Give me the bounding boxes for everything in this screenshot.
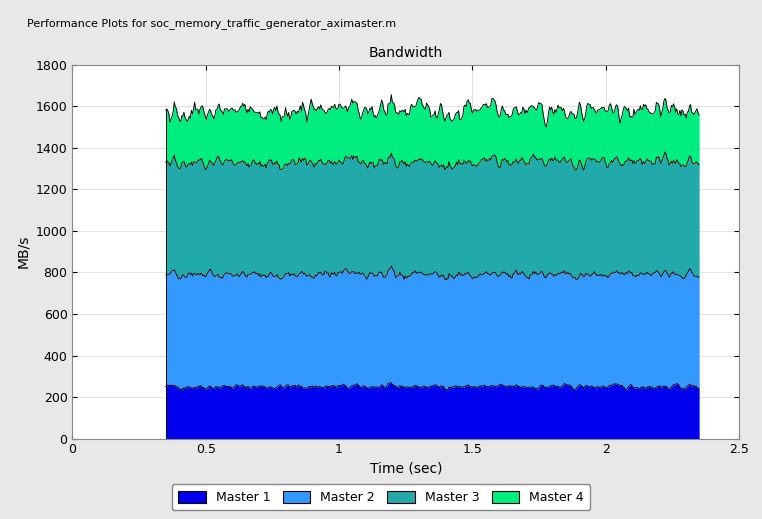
X-axis label: Time (sec): Time (sec) xyxy=(370,462,442,476)
Title: Bandwidth: Bandwidth xyxy=(369,46,443,60)
Y-axis label: MB/s: MB/s xyxy=(16,235,30,268)
Text: Performance Plots for soc_memory_traffic_generator_aximaster.m: Performance Plots for soc_memory_traffic… xyxy=(27,18,395,29)
Legend: Master 1, Master 2, Master 3, Master 4: Master 1, Master 2, Master 3, Master 4 xyxy=(171,484,591,510)
